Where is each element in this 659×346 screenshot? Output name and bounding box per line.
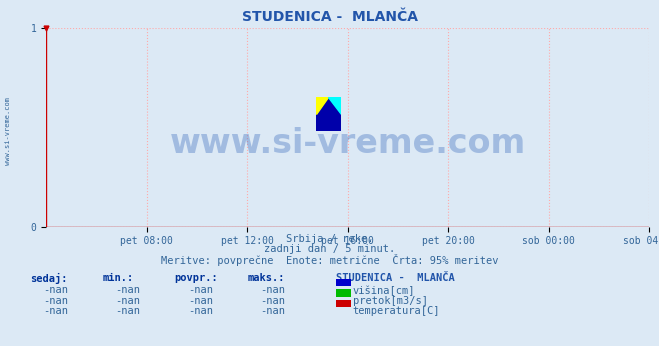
Text: -nan: -nan — [43, 285, 68, 295]
Text: Srbija / reke.: Srbija / reke. — [286, 234, 373, 244]
Text: www.si-vreme.com: www.si-vreme.com — [169, 127, 526, 160]
Text: sedaj:: sedaj: — [30, 273, 67, 284]
Text: -nan: -nan — [43, 306, 68, 316]
Text: -nan: -nan — [43, 296, 68, 306]
Text: pretok[m3/s]: pretok[m3/s] — [353, 296, 428, 306]
Text: povpr.:: povpr.: — [175, 273, 218, 283]
Text: STUDENICA -  MLANČA: STUDENICA - MLANČA — [336, 273, 455, 283]
Text: -nan: -nan — [260, 296, 285, 306]
Polygon shape — [316, 97, 328, 114]
Text: -nan: -nan — [115, 306, 140, 316]
Text: temperatura[C]: temperatura[C] — [353, 306, 440, 316]
Text: min.:: min.: — [102, 273, 133, 283]
Text: -nan: -nan — [188, 285, 213, 295]
Text: zadnji dan / 5 minut.: zadnji dan / 5 minut. — [264, 244, 395, 254]
Bar — [316, 114, 341, 131]
Text: www.si-vreme.com: www.si-vreme.com — [5, 98, 11, 165]
Text: -nan: -nan — [188, 306, 213, 316]
Text: STUDENICA -  MLANČA: STUDENICA - MLANČA — [241, 10, 418, 24]
Text: maks.:: maks.: — [247, 273, 285, 283]
Text: -nan: -nan — [115, 296, 140, 306]
Text: -nan: -nan — [260, 306, 285, 316]
Text: Meritve: povprečne  Enote: metrične  Črta: 95% meritev: Meritve: povprečne Enote: metrične Črta:… — [161, 254, 498, 266]
Polygon shape — [316, 97, 341, 114]
Text: višina[cm]: višina[cm] — [353, 285, 415, 296]
Text: -nan: -nan — [260, 285, 285, 295]
Text: -nan: -nan — [188, 296, 213, 306]
Text: -nan: -nan — [115, 285, 140, 295]
Polygon shape — [328, 97, 341, 114]
